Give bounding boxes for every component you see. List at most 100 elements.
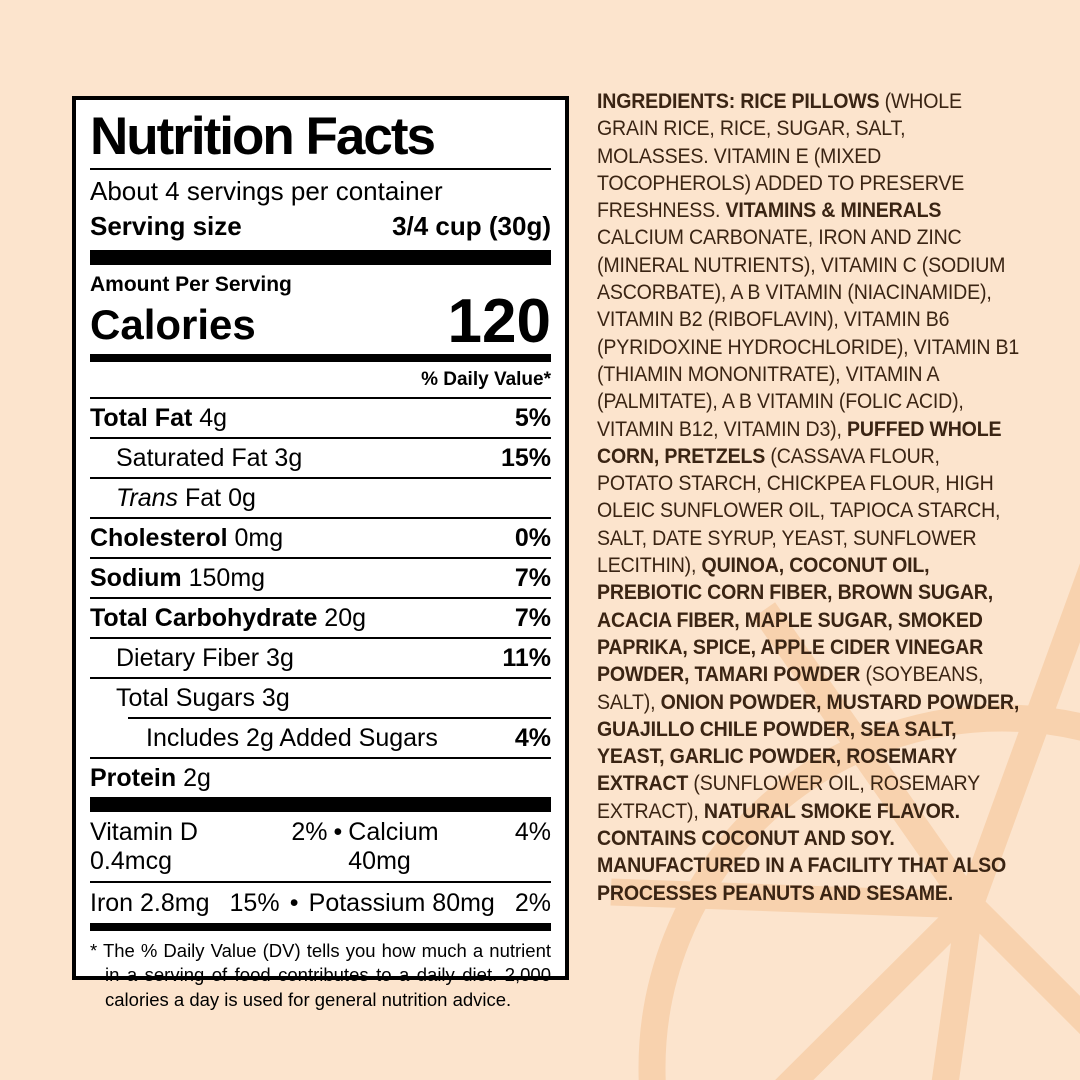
- daily-value-percent: 7%: [514, 603, 551, 632]
- nutrient-name: Includes 2g Added Sugars: [90, 724, 438, 753]
- bullet-separator: •: [289, 888, 299, 917]
- ingredient-segment: (SOYBEANS, SALT),: [597, 662, 984, 714]
- ingredients-statement: INGREDIENTS: RICE PILLOWS (WHOLE GRAIN R…: [597, 88, 1019, 825]
- divider: [90, 556, 551, 559]
- nutrient-name: Sodium 150mg: [90, 563, 266, 592]
- nutrient-name: Saturated Fat 3g: [116, 443, 303, 472]
- calories-row: Calories 120: [90, 286, 551, 356]
- calories-value: 120: [447, 286, 551, 356]
- daily-value-percent: 15%: [500, 443, 551, 472]
- micronutrient-percent: 15%: [229, 888, 280, 917]
- ingredient-segment: INGREDIENTS: RICE PILLOWS: [597, 89, 885, 113]
- nutrient-row: Saturated Fat 3g 15%: [90, 439, 551, 477]
- ingredient-segment: (CASSAVA FLOUR, POTATO STARCH, CHICKPEA …: [597, 443, 1001, 578]
- micronutrient-left: Vitamin D 0.4mcg 2%: [90, 818, 328, 876]
- nutrient-rows: Total Fat 4g 5% Saturated Fat 3g 15% Trans F…: [90, 399, 551, 797]
- nutrient-row: Sodium 150mg 7%: [90, 559, 551, 597]
- nutrient-name-text: Dietary Fiber: [116, 643, 260, 672]
- divider: [90, 636, 551, 639]
- daily-value-percent: 5%: [514, 403, 551, 432]
- daily-value-percent: 0%: [514, 523, 551, 552]
- micronutrient-name: Calcium 40mg: [348, 817, 439, 875]
- micronutrient-percent: 4%: [514, 817, 551, 846]
- micronutrient-rows: Vitamin D 0.4mcg 2% • Calcium 40mg 4% Iron 2.…: [90, 812, 551, 923]
- nutrient-row: Cholesterol 0mg 0%: [90, 519, 551, 557]
- daily-value-percent: 11%: [502, 643, 551, 672]
- micronutrient-row: Iron 2.8mg 15% • Potassium 80mg 2%: [90, 883, 551, 923]
- nutrient-name: Protein 2g: [90, 763, 211, 792]
- manufactured-statement: MANUFACTURED IN A FACILITY THAT ALSO PRO…: [597, 853, 1007, 905]
- servings-per-container: About 4 servings per container: [90, 176, 443, 207]
- divider: [90, 596, 551, 599]
- serving-size-value: 3/4 cup (30g): [392, 210, 551, 241]
- nutrient-name: Total Carbohydrate 20g: [90, 603, 367, 632]
- micronutrient-percent: 2%: [514, 888, 551, 917]
- nutrient-row: Protein 2g: [90, 759, 551, 797]
- micronutrient-row: Vitamin D 0.4mcg 2% • Calcium 40mg 4%: [90, 812, 551, 881]
- daily-value-header: % Daily Value*: [421, 368, 551, 390]
- nutrient-row: Total Carbohydrate 20g 7%: [90, 599, 551, 637]
- nutrient-row: Total Fat 4g 5%: [90, 399, 551, 437]
- serving-size-row: Serving size 3/4 cup (30g): [90, 211, 551, 242]
- divider: [90, 880, 551, 883]
- nutrient-name-text: Total Fat: [90, 403, 193, 432]
- divider: [90, 396, 551, 399]
- nutrient-name: Total Sugars 3g: [116, 683, 290, 712]
- nutrient-name: Dietary Fiber 3g: [116, 643, 294, 672]
- ingredient-segment: (SUNFLOWER OIL, ROSEMARY EXTRACT),: [597, 771, 980, 823]
- divider: [90, 516, 551, 519]
- nutrient-row: Trans Fat 0g: [90, 479, 551, 517]
- micronutrient-name: Iron 2.8mg: [90, 888, 210, 917]
- nutrient-name-text: Total Carbohydrate: [90, 603, 318, 632]
- nutrition-facts-title: Nutrition Facts: [90, 107, 436, 166]
- contains-statement: CONTAINS COCONUT AND SOY.: [597, 826, 895, 851]
- divider: [128, 716, 551, 719]
- serving-size-label: Serving size: [90, 210, 242, 241]
- nutrient-row: Total Sugars 3g: [90, 679, 551, 717]
- thick-divider-bar: [90, 796, 551, 812]
- ingredient-segment: ONION POWDER, MUSTARD POWDER, GUAJILLO C…: [597, 689, 1020, 796]
- nutrient-name: Cholesterol 0mg: [90, 523, 284, 552]
- nutrient-name-text: Saturated Fat: [116, 443, 268, 472]
- ingredient-segment: QUINOA, COCONUT OIL, PREBIOTIC CORN FIBE…: [597, 553, 993, 687]
- thick-divider-bar: [90, 249, 551, 265]
- micronutrient-right: Potassium 80mg 2%: [309, 889, 551, 918]
- nutrient-name: Trans Fat 0g: [116, 483, 256, 512]
- medium-divider-bar: [90, 922, 551, 931]
- bullet-separator: •: [333, 817, 343, 846]
- medium-divider-bar: [90, 353, 551, 362]
- divider: [90, 168, 551, 171]
- nutrient-name-text: Sodium: [90, 563, 182, 592]
- nutrition-facts-panel: Nutrition Facts About 4 servings per con…: [72, 96, 569, 1010]
- nutrient-name-text: Trans: [116, 483, 179, 512]
- micronutrient-name: Vitamin D 0.4mcg: [90, 817, 198, 875]
- ingredient-segment: VITAMINS & MINERALS: [725, 198, 942, 223]
- daily-value-percent: 7%: [514, 563, 551, 592]
- divider: [90, 676, 551, 679]
- nutrient-name-text: Total Sugars: [116, 683, 255, 712]
- ingredient-segment: CALCIUM CARBONATE, IRON AND ZINC (MINERA…: [597, 225, 1020, 441]
- amount-per-serving-label: Amount Per Serving: [90, 272, 292, 296]
- nutrient-name-text: Includes 2g Added Sugars: [146, 723, 438, 752]
- divider: [90, 476, 551, 479]
- divider: [90, 756, 551, 759]
- daily-value-percent: 4%: [514, 723, 551, 752]
- daily-value-footnote: * The % Daily Value (DV) tells you how m…: [90, 939, 551, 1010]
- divider: [90, 436, 551, 439]
- ingredient-segment: NATURAL SMOKE FLAVOR.: [703, 798, 960, 823]
- micronutrient-percent: 2%: [291, 817, 328, 846]
- nutrient-name-text: Protein: [90, 763, 177, 792]
- micronutrient-name: Potassium 80mg: [308, 888, 495, 917]
- nutrient-name-text: Cholesterol: [90, 523, 228, 552]
- micronutrient-left: Iron 2.8mg 15%: [90, 889, 280, 918]
- ingredients-text: INGREDIENTS: RICE PILLOWS (WHOLE GRAIN R…: [597, 88, 1019, 907]
- ingredient-segment: PUFFED WHOLE CORN, PRETZELS: [597, 416, 1002, 468]
- nutrient-row: Includes 2g Added Sugars 4%: [90, 719, 551, 757]
- ingredient-segment: (WHOLE GRAIN RICE, RICE, SUGAR, SALT, MO…: [597, 89, 965, 223]
- micronutrient-right: Calcium 40mg 4%: [348, 818, 551, 876]
- nutrient-name: Total Fat 4g: [90, 403, 228, 432]
- nutrient-row: Dietary Fiber 3g 11%: [90, 639, 551, 677]
- calories-label: Calories: [90, 301, 256, 349]
